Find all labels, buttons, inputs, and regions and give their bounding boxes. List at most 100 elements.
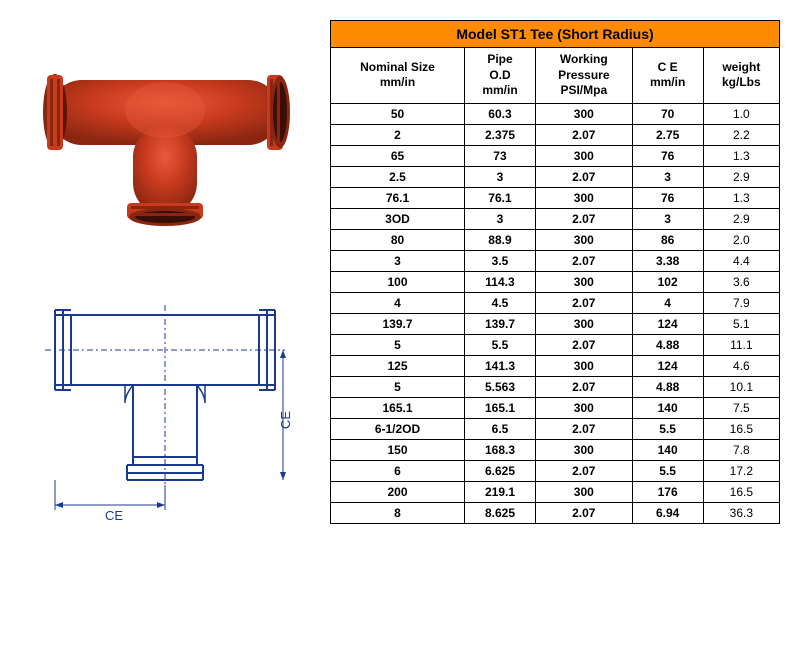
product-render <box>20 20 310 250</box>
table-cell: 2.07 <box>535 250 632 271</box>
table-cell: 65 <box>331 145 465 166</box>
table-cell: 200 <box>331 481 465 502</box>
table-cell: 16.5 <box>703 418 779 439</box>
table-cell: 300 <box>535 271 632 292</box>
table-cell: 300 <box>535 355 632 376</box>
table-cell: 76 <box>632 187 703 208</box>
table-row: 44.52.0747.9 <box>331 292 780 313</box>
table-cell: 176 <box>632 481 703 502</box>
table-cell: 50 <box>331 103 465 124</box>
table-cell: 11.1 <box>703 334 779 355</box>
table-row: 200219.130017616.5 <box>331 481 780 502</box>
col-weight: weightkg/Lbs <box>703 48 779 104</box>
table-cell: 1.3 <box>703 145 779 166</box>
table-cell: 7.9 <box>703 292 779 313</box>
table-cell: 6.94 <box>632 502 703 523</box>
table-cell: 2 <box>331 124 465 145</box>
table-cell: 4.4 <box>703 250 779 271</box>
table-cell: 3.5 <box>464 250 535 271</box>
table-cell: 3.38 <box>632 250 703 271</box>
table-cell: 1.3 <box>703 187 779 208</box>
table-cell: 300 <box>535 481 632 502</box>
table-cell: 3 <box>464 166 535 187</box>
table-cell: 6.5 <box>464 418 535 439</box>
table-cell: 2.07 <box>535 292 632 313</box>
table-cell: 17.2 <box>703 460 779 481</box>
table-cell: 5 <box>331 334 465 355</box>
table-cell: 2.2 <box>703 124 779 145</box>
table-cell: 5.5 <box>632 418 703 439</box>
table-row: 2.532.0732.9 <box>331 166 780 187</box>
table-cell: 36.3 <box>703 502 779 523</box>
col-ce: C Emm/in <box>632 48 703 104</box>
table-cell: 2.9 <box>703 208 779 229</box>
table-cell: 124 <box>632 355 703 376</box>
table-cell: 219.1 <box>464 481 535 502</box>
table-cell: 140 <box>632 397 703 418</box>
table-cell: 165.1 <box>331 397 465 418</box>
table-cell: 150 <box>331 439 465 460</box>
table-cell: 2.07 <box>535 418 632 439</box>
table-cell: 125 <box>331 355 465 376</box>
table-cell: 300 <box>535 187 632 208</box>
table-cell: 2.0 <box>703 229 779 250</box>
table-cell: 2.07 <box>535 376 632 397</box>
table-cell: 2.07 <box>535 334 632 355</box>
table-cell: 2.07 <box>535 460 632 481</box>
dim-label-right: CE <box>278 411 293 429</box>
table-row: 8088.9300862.0 <box>331 229 780 250</box>
table-cell: 60.3 <box>464 103 535 124</box>
table-row: 88.6252.076.9436.3 <box>331 502 780 523</box>
table-row: 100114.33001023.6 <box>331 271 780 292</box>
table-row: 76.176.1300761.3 <box>331 187 780 208</box>
table-row: 5060.3300701.0 <box>331 103 780 124</box>
table-cell: 300 <box>535 439 632 460</box>
col-pressure: WorkingPressurePSI/Mpa <box>535 48 632 104</box>
table-cell: 4.88 <box>632 334 703 355</box>
table-cell: 2.5 <box>331 166 465 187</box>
table-cell: 2.375 <box>464 124 535 145</box>
table-cell: 300 <box>535 103 632 124</box>
table-cell: 3OD <box>331 208 465 229</box>
table-row: 3OD32.0732.9 <box>331 208 780 229</box>
table-cell: 300 <box>535 397 632 418</box>
table-cell: 3 <box>632 166 703 187</box>
table-cell: 8.625 <box>464 502 535 523</box>
table-cell: 140 <box>632 439 703 460</box>
table-cell: 5.1 <box>703 313 779 334</box>
table-cell: 3 <box>464 208 535 229</box>
table-cell: 124 <box>632 313 703 334</box>
table-row: 22.3752.072.752.2 <box>331 124 780 145</box>
table-cell: 300 <box>535 145 632 166</box>
table-cell: 70 <box>632 103 703 124</box>
table-cell: 3.6 <box>703 271 779 292</box>
table-cell: 2.9 <box>703 166 779 187</box>
table-row: 33.52.073.384.4 <box>331 250 780 271</box>
table-cell: 300 <box>535 229 632 250</box>
table-cell: 16.5 <box>703 481 779 502</box>
col-od: PipeO.Dmm/in <box>464 48 535 104</box>
table-cell: 141.3 <box>464 355 535 376</box>
table-row: 55.5632.074.8810.1 <box>331 376 780 397</box>
table-row: 66.6252.075.517.2 <box>331 460 780 481</box>
table-cell: 86 <box>632 229 703 250</box>
table-cell: 4 <box>632 292 703 313</box>
table-cell: 3 <box>331 250 465 271</box>
table-cell: 5.5 <box>632 460 703 481</box>
technical-schematic: CE CE <box>20 280 310 540</box>
table-cell: 165.1 <box>464 397 535 418</box>
table-cell: 139.7 <box>464 313 535 334</box>
table-cell: 8 <box>331 502 465 523</box>
table-cell: 76.1 <box>331 187 465 208</box>
table-cell: 1.0 <box>703 103 779 124</box>
table-row: 139.7139.73001245.1 <box>331 313 780 334</box>
table-row: 6-1/2OD6.52.075.516.5 <box>331 418 780 439</box>
table-cell: 4.6 <box>703 355 779 376</box>
table-cell: 114.3 <box>464 271 535 292</box>
table-title: Model ST1 Tee (Short Radius) <box>331 21 780 48</box>
table-cell: 10.1 <box>703 376 779 397</box>
table-cell: 6.625 <box>464 460 535 481</box>
table-body: 5060.3300701.022.3752.072.752.2657330076… <box>331 103 780 523</box>
table-cell: 76 <box>632 145 703 166</box>
dim-label-bottom: CE <box>105 508 123 523</box>
